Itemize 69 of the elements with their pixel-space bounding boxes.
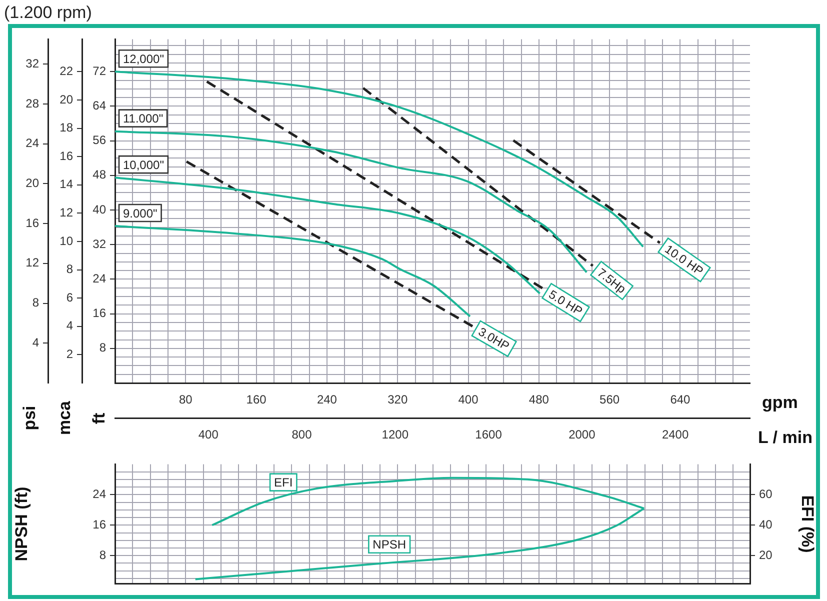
y-tick-label: 40: [92, 202, 106, 216]
y2-tick-label: 12: [60, 206, 74, 220]
y2-tick-label: 16: [60, 148, 74, 163]
x2-tick-label: 2400: [662, 428, 689, 442]
series-label: 10,000": [122, 158, 164, 172]
y-tick-label: 16: [92, 306, 106, 320]
y2-tick-label: 40: [759, 517, 773, 532]
series-label: 9.000": [122, 206, 158, 220]
y-tick-label: 24: [92, 486, 106, 501]
x2-tick-label: 1200: [382, 428, 409, 442]
x-tick-label: 640: [670, 392, 691, 407]
x-tick-label: 320: [388, 392, 408, 407]
chart-title: (1.200 rpm): [4, 3, 92, 23]
y2-tick-label: 18: [60, 120, 74, 135]
text: 10.0 HP: [662, 242, 706, 278]
line-series: [115, 225, 472, 318]
line-series: [115, 130, 588, 274]
y2-tick-label: 2: [66, 347, 74, 362]
y2-axis-title: mca: [54, 400, 75, 438]
y3-axis-title: psi: [19, 404, 40, 432]
x2-tick-label: 2000: [568, 428, 596, 442]
y-tick-label: 8: [99, 340, 106, 355]
text: 5.0 HP: [546, 287, 585, 318]
y2-tick-label: 14: [60, 177, 74, 192]
y3-tick-label: 16: [26, 216, 40, 230]
x2-axis-title: L / min: [758, 428, 812, 448]
y3-tick-label: 28: [26, 96, 40, 110]
line-series: [115, 176, 541, 294]
y-tick-label: 72: [92, 64, 106, 78]
y3-tick-label: 24: [26, 136, 40, 150]
x-axis-title: gpm: [762, 393, 798, 413]
x-tick-label: 400: [458, 392, 479, 407]
series-label: 11.000": [122, 112, 164, 126]
y2-tick-label: 22: [60, 64, 74, 78]
y-tick-label: 64: [92, 98, 106, 113]
text: 3.0HP: [476, 324, 512, 354]
y2-tick-label: 6: [66, 290, 74, 304]
y2-tick-label: 4: [66, 318, 74, 333]
y2-tick-label: 60: [759, 486, 773, 501]
series-label: EFI: [274, 476, 293, 490]
y-axis-title: ft: [88, 411, 109, 426]
y3-tick-label: 12: [26, 256, 40, 270]
x-tick-label: 240: [316, 392, 338, 407]
y-tick-label: 56: [92, 133, 106, 148]
x-tick-label: 160: [246, 392, 267, 407]
y3-tick-label: 4: [32, 335, 40, 350]
y-tick-label: 16: [92, 517, 106, 532]
x-tick-label: 80: [178, 392, 193, 407]
y3-tick-label: 8: [32, 296, 40, 310]
series-label: 12,000": [122, 52, 164, 66]
y2-tick-label: 8: [66, 262, 74, 276]
y-tick-label: 48: [92, 168, 106, 182]
y3-tick-label: 20: [26, 176, 40, 190]
x-tick-label: 560: [600, 392, 620, 407]
x2-tick-label: 400: [198, 428, 219, 442]
y3-tick-label: 32: [26, 56, 40, 70]
series-label: NPSH: [372, 538, 406, 552]
x2-tick-label: 1600: [475, 428, 502, 442]
y-tick-label: 32: [92, 236, 106, 251]
y-tick-label: 24: [92, 272, 106, 286]
x-tick-label: 480: [528, 392, 550, 407]
y2-tick-label: 10: [60, 234, 74, 248]
y2-axis-title: EFI (%): [798, 495, 818, 553]
y2-tick-label: 20: [759, 548, 773, 562]
line-series: [115, 70, 644, 248]
y-tick-label: 8: [99, 548, 106, 562]
x2-tick-label: 800: [292, 428, 312, 442]
y-axis-title: NPSH (ft): [12, 486, 31, 562]
y2-tick-label: 20: [60, 92, 74, 106]
